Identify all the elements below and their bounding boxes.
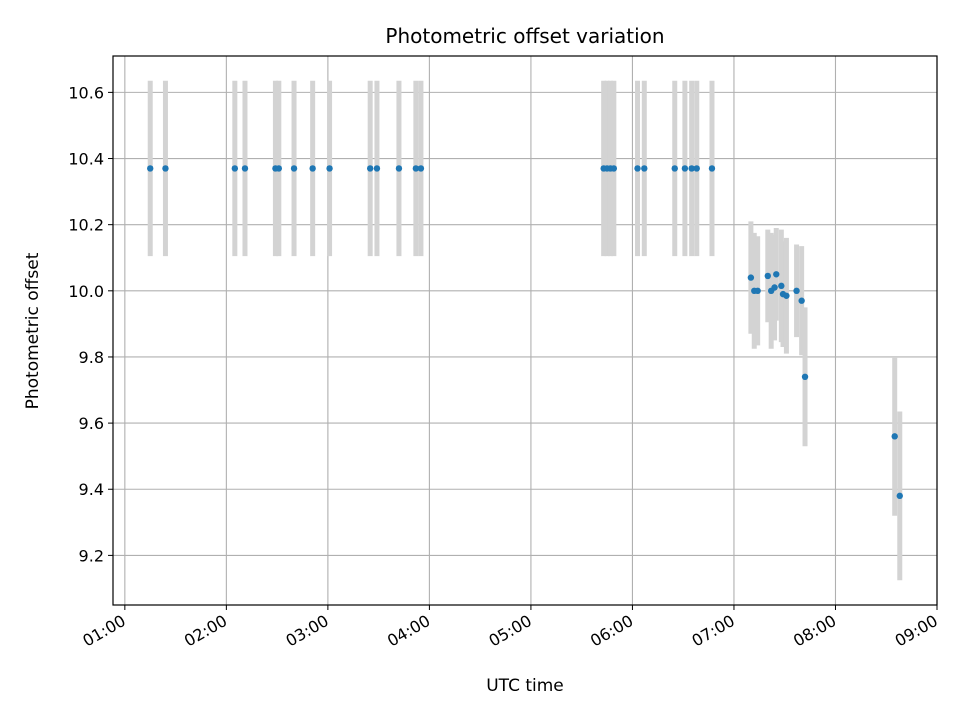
y-tick-label: 10.6: [68, 83, 104, 102]
data-point: [412, 165, 420, 172]
data-point: [798, 297, 805, 304]
data-point: [793, 287, 800, 295]
data-point: [764, 272, 772, 280]
data-points: [147, 165, 903, 500]
data-point: [610, 165, 618, 172]
data-point: [641, 165, 648, 172]
data-point: [231, 165, 239, 172]
data-point: [147, 165, 154, 172]
data-point: [275, 165, 283, 172]
data-point: [241, 165, 249, 172]
y-tick-label: 9.6: [79, 414, 104, 433]
y-tick-label: 10.0: [68, 282, 104, 301]
y-tick-label: 10.2: [68, 216, 104, 235]
data-point: [773, 271, 780, 278]
y-tick-label: 10.4: [68, 150, 104, 169]
data-point: [801, 373, 809, 381]
data-point: [671, 165, 678, 172]
data-point: [783, 292, 790, 299]
data-point: [778, 282, 785, 290]
data-point: [771, 284, 778, 291]
data-point: [688, 165, 695, 172]
y-axis-label: Photometric offset: [23, 252, 43, 409]
data-point: [373, 165, 381, 172]
data-point: [162, 165, 169, 172]
data-point: [395, 165, 403, 172]
y-tick-label: 9.2: [79, 546, 104, 565]
data-point: [747, 274, 755, 281]
data-point: [326, 165, 333, 172]
data-point: [754, 287, 761, 295]
data-point: [708, 165, 716, 172]
data-point: [309, 165, 316, 172]
y-tick-label: 9.8: [79, 348, 104, 367]
data-point: [366, 165, 374, 172]
x-axis-label: UTC time: [486, 676, 564, 696]
data-point: [891, 433, 898, 440]
data-point: [417, 165, 425, 172]
data-point: [681, 165, 689, 172]
data-point: [693, 165, 700, 172]
y-tick-label: 9.4: [79, 480, 104, 499]
data-point: [896, 492, 903, 500]
data-point: [634, 165, 641, 172]
chart-title: Photometric offset variation: [385, 24, 664, 48]
plot-frame: [112, 55, 938, 606]
data-point: [290, 165, 298, 172]
